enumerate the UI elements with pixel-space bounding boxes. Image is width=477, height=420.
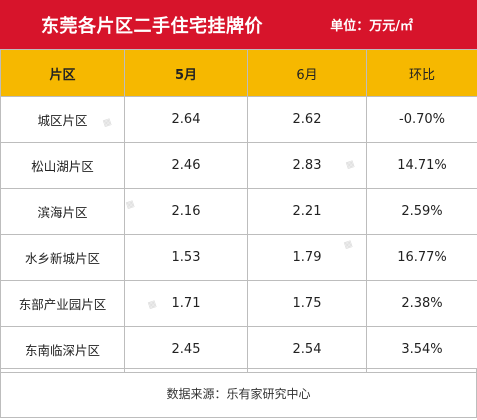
may-cell: 2.45 [124,326,248,373]
june-cell: 2.21 [247,188,367,235]
table-row: 东南临深片区 2.45 2.54 3.54% [0,326,477,373]
table-row: 东部产业园片区 1.71 1.75 2.38% [0,280,477,327]
district-cell: 东部产业园片区 [0,280,125,327]
table-row: 松山湖片区 2.46 2.83 14.71% [0,142,477,189]
june-cell: 1.75 [247,280,367,327]
mom-cell: -0.70% [366,96,477,143]
may-cell: 2.64 [124,96,248,143]
header-mom: 环比 [366,49,477,97]
header-june: 6月 [247,49,367,97]
table-title: 东莞各片区二手住宅挂牌价 [41,15,263,37]
table-row: 城区片区 2.64 2.62 -0.70% [0,96,477,143]
price-table: 片区 5月 6月 环比 城区片区 2.64 2.62 -0.70% 松山湖片区 … [0,49,477,373]
title-bar: 东莞各片区二手住宅挂牌价 单位：万元/㎡ [0,0,477,49]
header-district: 片区 [0,49,125,97]
district-cell: 城区片区 [0,96,125,143]
source-note: 数据来源：乐有家研究中心 [166,386,311,401]
june-cell: 2.83 [247,142,367,189]
table-header-row: 片区 5月 6月 环比 [0,49,477,97]
district-cell: 松山湖片区 [0,142,125,189]
district-cell: 东南临深片区 [0,326,125,373]
district-cell: 水乡新城片区 [0,234,125,281]
may-cell: 1.71 [124,280,248,327]
mom-cell: 16.77% [366,234,477,281]
mom-cell: 2.59% [366,188,477,235]
may-cell: 2.46 [124,142,248,189]
unit-label: 单位：万元/㎡ [330,19,413,34]
mom-cell: 14.71% [366,142,477,189]
may-cell: 2.16 [124,188,248,235]
may-cell: 1.53 [124,234,248,281]
june-cell: 2.62 [247,96,367,143]
table-row: 滨海片区 2.16 2.21 2.59% [0,188,477,235]
june-cell: 2.54 [247,326,367,373]
district-cell: 滨海片区 [0,188,125,235]
source-footer: 数据来源：乐有家研究中心 [0,368,477,418]
header-may: 5月 [124,49,248,97]
mom-cell: 2.38% [366,280,477,327]
mom-cell: 3.54% [366,326,477,373]
table-row: 水乡新城片区 1.53 1.79 16.77% [0,234,477,281]
